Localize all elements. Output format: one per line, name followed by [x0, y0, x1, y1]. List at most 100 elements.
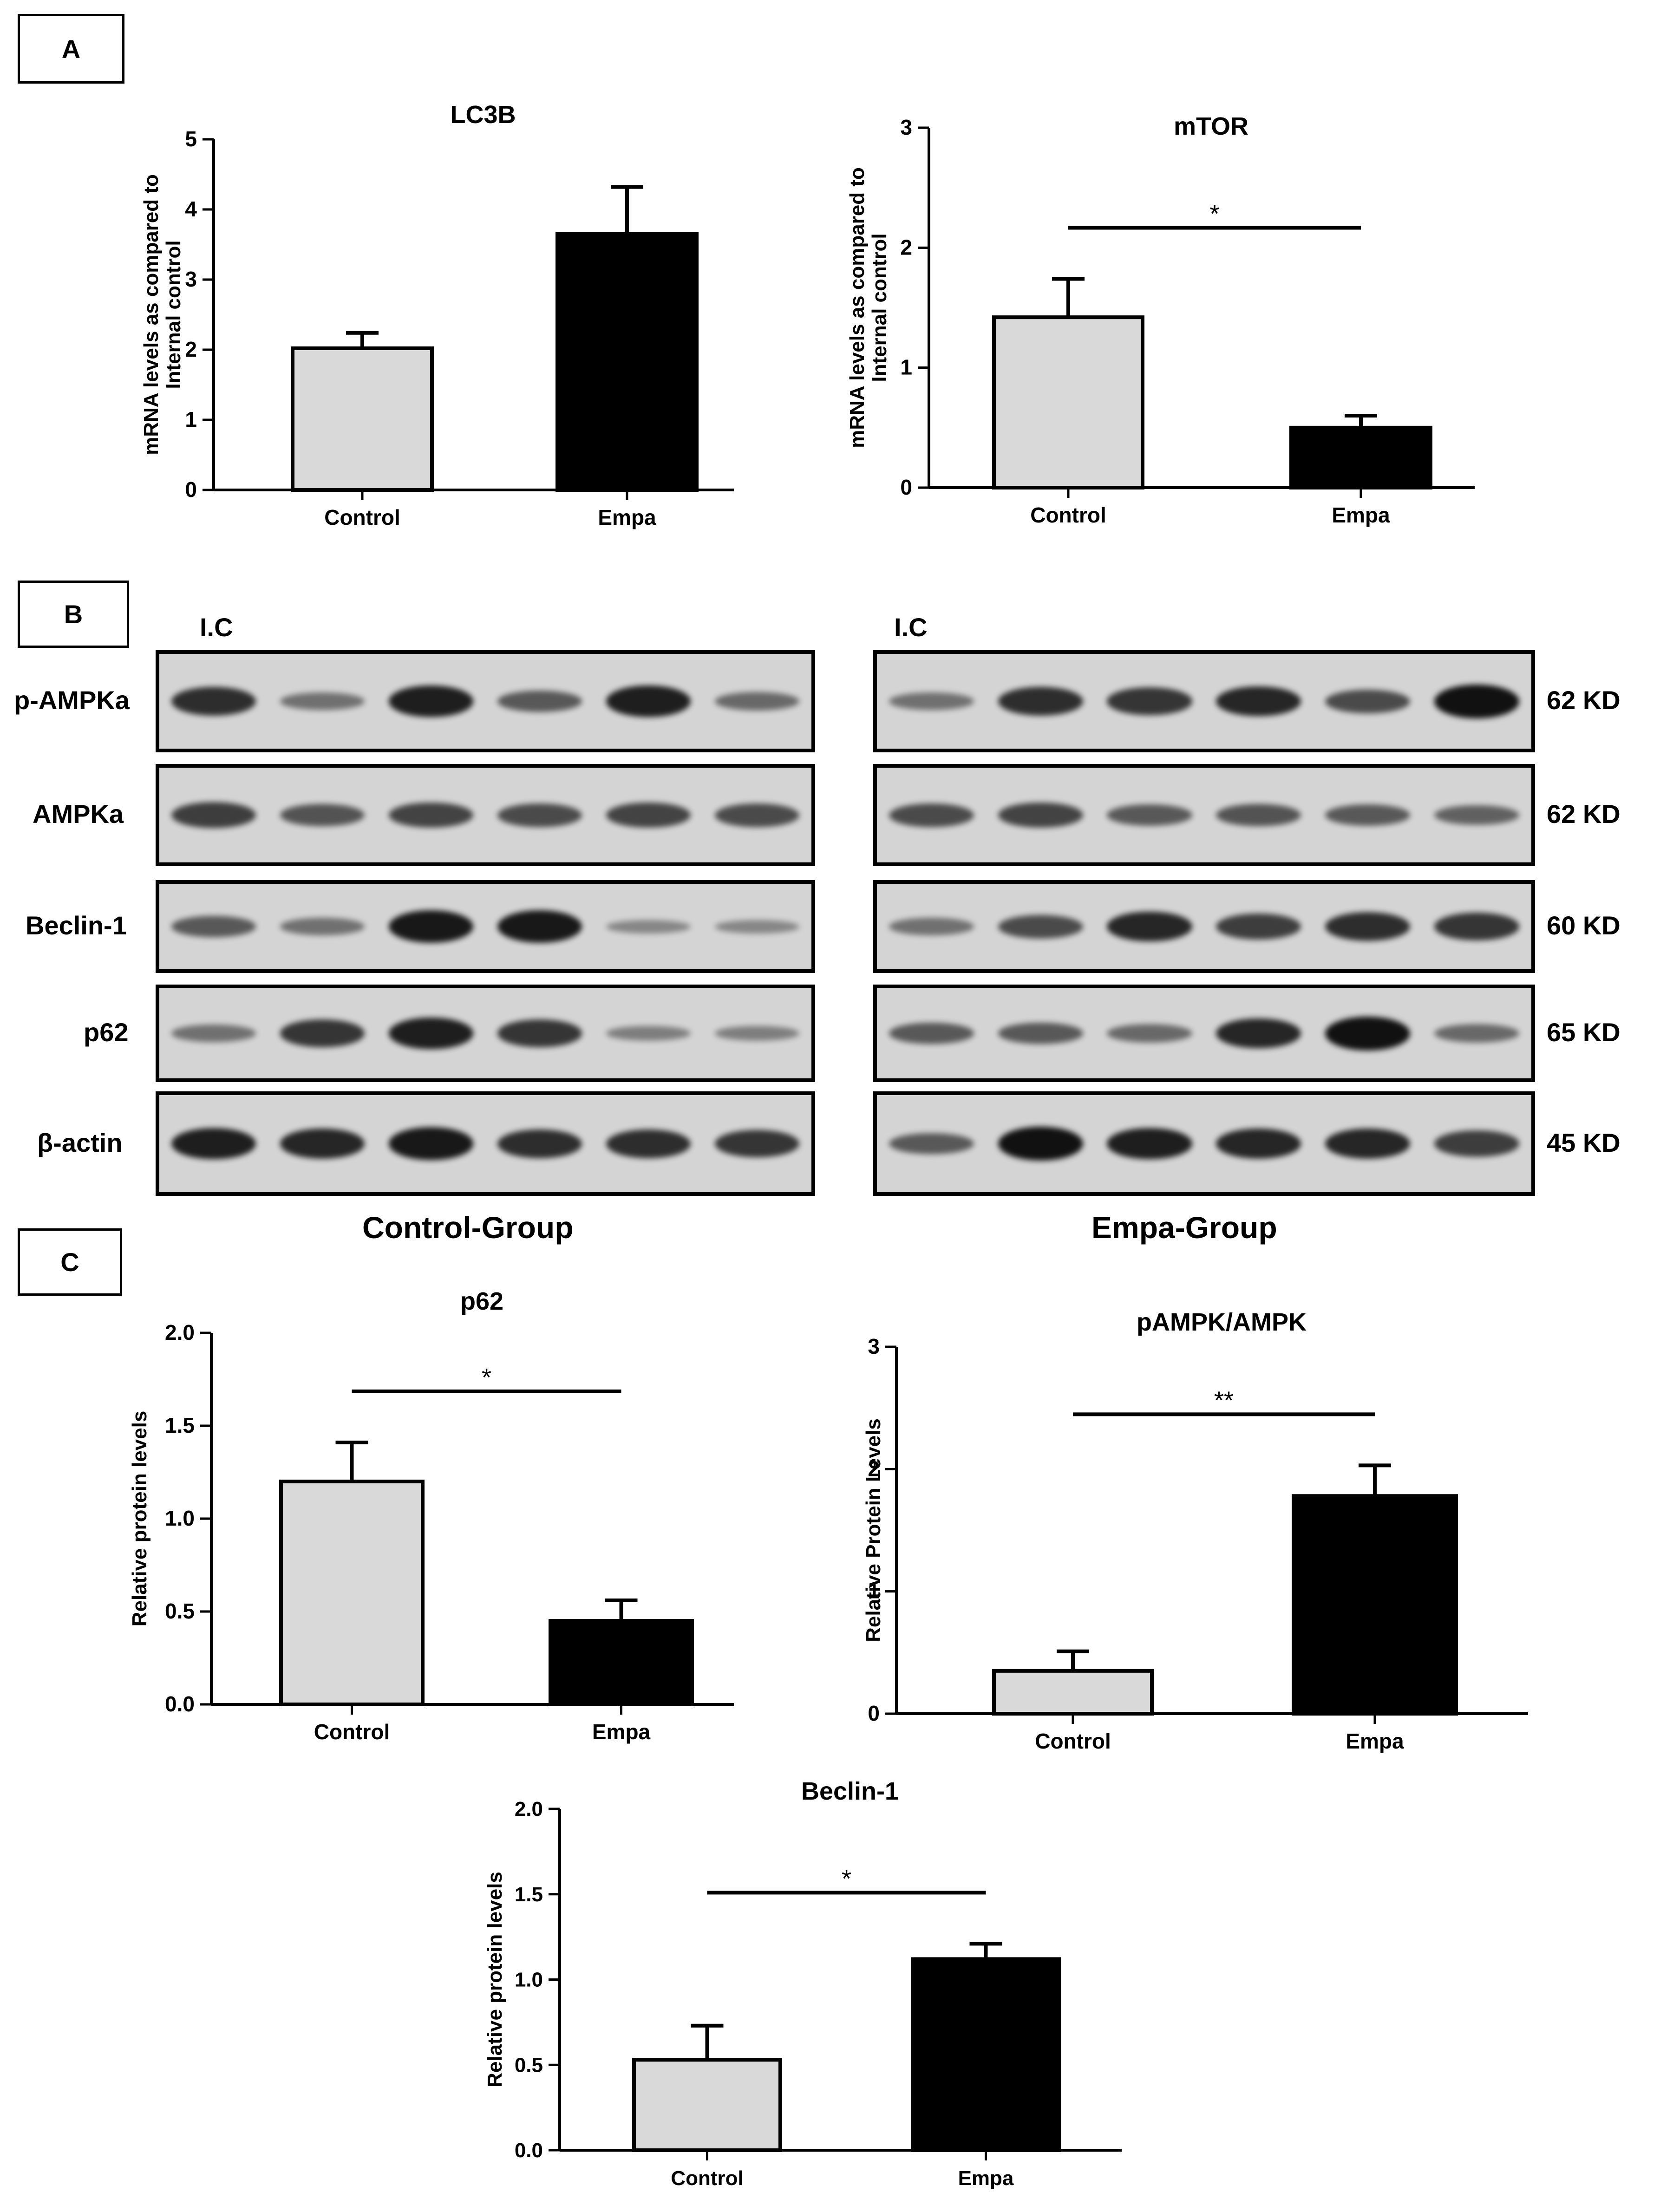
blot-protein-label: AMPKa: [33, 799, 124, 829]
chart3-x-tick-label: Control: [314, 1720, 390, 1744]
blot-band: [388, 685, 474, 717]
blot-strip-empa: [873, 650, 1535, 752]
blot-band: [1325, 912, 1411, 941]
blot-band: [171, 802, 256, 829]
blot-strip-control: [156, 650, 815, 752]
blot-strip-empa: [873, 764, 1535, 866]
blot-strip-control: [156, 1091, 815, 1196]
chart4-y-tick-label: 0: [868, 1701, 880, 1725]
blot-band: [714, 1026, 800, 1041]
blot-band: [998, 803, 1083, 828]
blot-band: [171, 1128, 256, 1160]
panel-label-c: C: [18, 1228, 122, 1296]
chart1-y-tick-label: 4: [185, 197, 197, 221]
blot-band: [606, 803, 691, 828]
chart2-bar-control: [992, 315, 1144, 490]
chart5-y-tick-label: 1.5: [515, 1883, 543, 1906]
chart4-y-axis-label: Relative Protein Levels: [862, 1418, 885, 1642]
blot-band: [1434, 684, 1520, 718]
group-label-empa: Empa-Group: [1091, 1210, 1277, 1245]
chart2-y-tick-label: 1: [900, 355, 912, 379]
chart1-y-tick-label: 1: [185, 407, 197, 431]
blot-band: [280, 918, 365, 935]
chart4-title: pAMPK/AMPK: [1137, 1308, 1307, 1336]
blot-band: [497, 691, 582, 712]
chart5-x-tick-label: Empa: [958, 2167, 1014, 2190]
blot-strip-empa: [873, 880, 1535, 973]
blot-band: [714, 803, 800, 827]
blot-size-label: 62 KD: [1547, 799, 1621, 829]
chart2-y-axis-label: mRNA levels as compared to: [846, 167, 869, 448]
panel-label-a: A: [18, 14, 124, 84]
chart3-bar-empa: [549, 1619, 694, 1706]
blot-band: [889, 803, 974, 827]
blot-protein-label: Beclin-1: [26, 911, 127, 940]
blot-band: [606, 920, 691, 933]
chart1-y-axis-label: Internal control: [162, 240, 185, 389]
chart1-bar-control: [291, 346, 434, 492]
blot-band: [388, 1018, 474, 1049]
chart5-y-tick-label: 0.5: [515, 2054, 543, 2076]
blot-size-label: 45 KD: [1547, 1128, 1621, 1157]
chart1-y-axis-label: mRNA levels as compared to: [140, 174, 163, 455]
blot-band: [998, 687, 1083, 716]
chart5-significance-star: *: [842, 1865, 851, 1892]
blot-band: [171, 687, 256, 716]
chart3-significance-star: *: [482, 1364, 491, 1391]
blot-band: [171, 1024, 256, 1042]
blot-size-label: 60 KD: [1547, 911, 1621, 940]
panel-label-b: B: [18, 581, 129, 648]
chart5-y-tick-label: 1.0: [515, 1969, 543, 1991]
blot-band: [714, 920, 800, 933]
chart5-bar-control: [632, 2058, 782, 2153]
blot-band: [606, 1026, 691, 1041]
ic-label-empa: I.C: [894, 613, 928, 642]
blot-band: [1216, 803, 1301, 827]
chart5-x-tick-label: Control: [671, 2167, 743, 2190]
blot-band: [171, 916, 256, 937]
chart3-y-tick-label: 2.0: [165, 1320, 195, 1344]
blot-band: [1325, 1129, 1411, 1159]
blot-band: [1216, 913, 1301, 940]
blot-band: [1107, 804, 1192, 826]
blot-band: [497, 1019, 582, 1047]
chart3-title: p62: [460, 1287, 503, 1315]
chart3-y-axis-label: Relative protein levels: [128, 1411, 151, 1627]
chart4-y-tick-label: 2: [868, 1456, 880, 1481]
chart2-x-tick-label: Control: [1030, 503, 1106, 527]
chart4-significance-star: **: [1214, 1386, 1234, 1414]
chart1-title: LC3B: [450, 101, 516, 129]
blot-band: [606, 1129, 691, 1158]
blot-band: [1107, 687, 1192, 715]
chart5-y-tick-label: 0.0: [515, 2139, 543, 2162]
chart2-y-axis-label: Internal control: [868, 233, 891, 382]
blot-band: [388, 910, 474, 943]
chart3-y-tick-label: 0.0: [165, 1692, 195, 1716]
blot-band: [889, 918, 974, 935]
blot-band: [1325, 1016, 1411, 1051]
blot-band: [1216, 686, 1301, 717]
blot-band: [714, 1129, 800, 1158]
blot-band: [889, 1023, 974, 1044]
blot-protein-label: p62: [84, 1018, 129, 1047]
blot-band: [998, 1127, 1083, 1161]
chart1-x-tick-label: Empa: [598, 505, 656, 529]
chart2-significance-star: *: [1209, 200, 1219, 228]
blot-band: [388, 1127, 474, 1160]
chart2-bar-empa: [1289, 425, 1432, 489]
chart3-x-tick-label: Empa: [592, 1720, 651, 1744]
chart1-y-tick-label: 3: [185, 267, 197, 291]
blot-band: [714, 692, 800, 711]
chart5-bar-empa: [911, 1957, 1061, 2152]
chart2-x-tick-label: Empa: [1332, 503, 1390, 527]
blot-band: [998, 1023, 1083, 1044]
chart4-bar-control: [992, 1669, 1154, 1716]
blot-size-label: 62 KD: [1547, 685, 1621, 715]
chart4-x-tick-label: Control: [1035, 1729, 1111, 1753]
blot-band: [497, 910, 582, 943]
chart3-y-tick-label: 1.0: [165, 1506, 195, 1530]
blot-strip-control: [156, 764, 815, 866]
blot-band: [1216, 1018, 1301, 1049]
group-label-control: Control-Group: [362, 1210, 574, 1245]
